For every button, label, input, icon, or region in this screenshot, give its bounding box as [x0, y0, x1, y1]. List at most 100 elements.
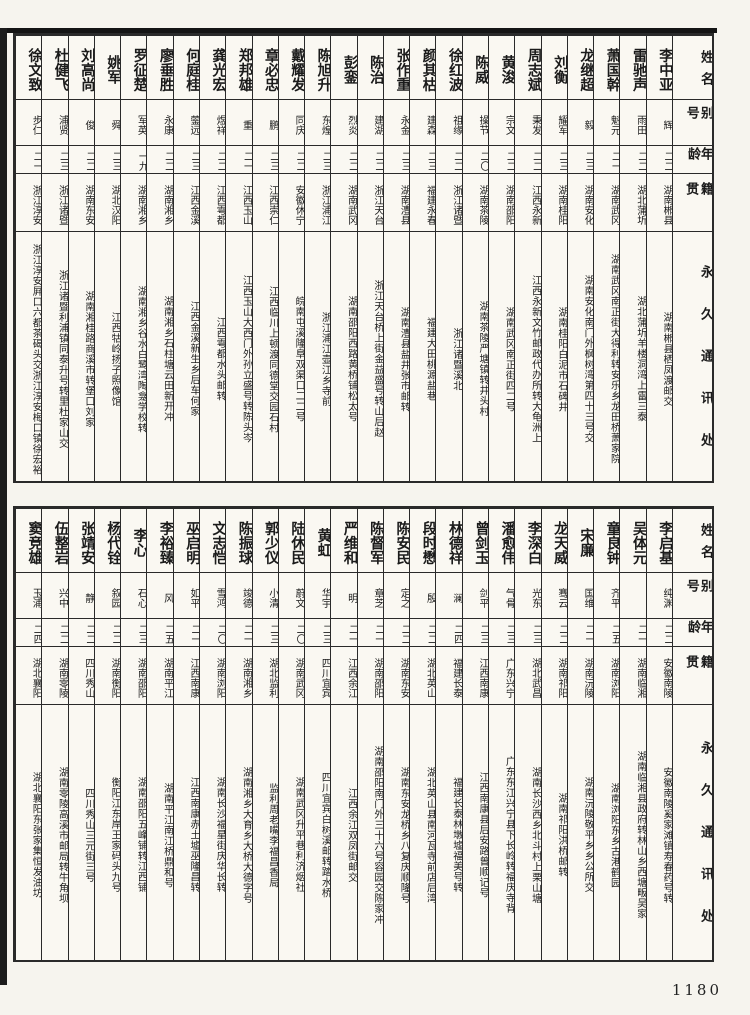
entry-age: 二二	[68, 146, 94, 174]
entry-address: 湖南湘乡石柱塘云田新开冲	[161, 296, 173, 422]
entry-age: 二三	[567, 146, 594, 174]
entry-native: 湖南浏阳	[199, 647, 226, 705]
entry-native: 四川宜宾	[305, 647, 331, 705]
entry-native: 湖北蒲圻	[620, 174, 646, 232]
entry-native: 安徽休宁	[278, 174, 305, 232]
entry-age: 二二	[383, 619, 410, 647]
entry-age: 一九	[121, 146, 147, 174]
entry-alias: 兴中	[42, 573, 68, 619]
entry-column: 陈威 操节 二〇 湖南茶陵 湖南茶陵严塘镇转井头村	[461, 36, 489, 481]
entry-name: 张作重	[383, 36, 410, 100]
entry-native: 湖南邵阳	[489, 174, 515, 232]
entry-name: 伍整岩	[42, 509, 68, 573]
entry-column: 黄虹 华宇 二三 四川宜宾 四川宜宾白树溪邮转踏水桥	[304, 509, 331, 960]
entry-address: 福建大田桃源盐巷	[424, 317, 436, 401]
entry-age: 二四	[436, 619, 462, 647]
entry-alias: 气骨	[489, 573, 515, 619]
entry-column: 徐文致 步仁 二一 浙江淳安 浙江淳安屛口六都茶碣头交浙江淳安梅口镇徐宏裕	[14, 36, 42, 481]
entry-address: 江西永新文竹邮政代办所转大龟洲上	[529, 275, 541, 443]
entry-column: 陈安民 定之 二二 湖南东安 湖南东安龙桥乡八复庆顺隆号	[382, 509, 410, 960]
entry-address: 浙江淳安屛口六都茶碣头交浙江淳安梅口镇徐宏裕	[30, 243, 42, 475]
entry-name: 窦竞雄	[15, 509, 42, 573]
entry-alias: 静	[68, 573, 94, 619]
entry-native: 浙江天台	[357, 174, 383, 232]
entry-age: 二一	[226, 146, 252, 174]
entry-alias: 鹏	[252, 100, 278, 146]
entry-age: 二三	[541, 146, 567, 174]
entry-age: 二二	[646, 146, 672, 174]
entry-native: 湖北英山	[410, 647, 436, 705]
entry-native: 湖南东安	[383, 647, 410, 705]
entry-column: 李中亚 辉 二二 湖南郴县 湖南郴县栖凤渡邮交	[645, 36, 672, 481]
entry-address: 江西雩都水头邮转	[214, 317, 226, 401]
entry-column: 刘高尚 俊 二二 湖南东安 湖南湘桂路商溪市转堡口刘家	[67, 36, 94, 481]
entry-age: 二二	[331, 146, 357, 174]
entry-alias: 国维	[567, 573, 594, 619]
entry-column: 吴体元 二一 湖南临湘 湖南临湘县政府转林山乡西塘畈吴家	[619, 509, 646, 960]
entry-age: 二二	[68, 619, 94, 647]
entry-age: 二〇	[278, 619, 305, 647]
entry-native: 江西余江	[331, 647, 357, 705]
page-number: 1180	[671, 981, 722, 999]
entry-column: 李裕臻 风 二五 湖南平江 湖南平江南江桥鼎和号	[146, 509, 173, 960]
entry-name: 文志恺	[199, 509, 226, 573]
entry-name: 徐文致	[15, 36, 42, 100]
entry-alias: 烈炎	[331, 100, 357, 146]
entry-alias: 浦贤	[42, 100, 68, 146]
entry-name: 陈督军	[357, 509, 383, 573]
entry-column: 颜其枯 建森 二三 福建永春 福建大田桃源盐巷	[409, 36, 436, 481]
entry-age: 二二	[147, 146, 173, 174]
entry-alias: 建森	[410, 100, 436, 146]
entry-name: 郑邦雄	[226, 36, 252, 100]
entry-name: 龙天威	[541, 509, 567, 573]
entry-native: 湖南湘乡	[121, 174, 147, 232]
entry-alias: 齐平	[594, 573, 620, 619]
entry-column: 宋廉 国维 二一 湖南沅陵 湖南沅陵敬平乡乡公所交	[566, 509, 594, 960]
entry-native: 江西玉山	[226, 174, 252, 232]
entry-alias: 雪鸿	[199, 573, 226, 619]
entry-name: 林德祥	[436, 509, 462, 573]
entry-native: 湖南湘乡	[226, 647, 252, 705]
entry-alias: 竣德	[226, 573, 252, 619]
entry-address: 江西金溪新生乡后车何家	[187, 301, 199, 417]
label-native: 籍贯	[673, 174, 712, 232]
entry-alias: 剑平	[462, 573, 489, 619]
entry-alias: 秉发	[515, 100, 541, 146]
entry-address: 湖南武冈南正街四二号	[503, 306, 515, 412]
entry-address: 四川宜宾白树溪邮转踏水桥	[319, 772, 331, 898]
entry-name: 陈旭升	[305, 36, 331, 100]
entry-column: 罗征楚 军英 一九 湖南湘乡 湖南湘乡谷水白鹭湾陶龛学校转	[120, 36, 147, 481]
entry-native: 湖南邵阳	[121, 647, 147, 705]
entry-address: 湖南邵阳五峰铺转江西铺	[135, 777, 147, 893]
entry-age: 二三	[252, 146, 278, 174]
entry-name: 陈治	[357, 36, 383, 100]
entry-native: 湖南平江	[147, 647, 173, 705]
entry-age: 二三	[94, 146, 121, 174]
entry-native: 湖北武昌	[515, 647, 541, 705]
entry-name: 童良钟	[594, 509, 620, 573]
entry-column: 郭少仪 小清 二三 湖北监利 监利周老嘴李福昌香局	[251, 509, 278, 960]
entry-column: 姚军 舜 二三 湖北汉阳 江西牯岭扬子照像馆	[93, 36, 121, 481]
entry-address: 湖南邵阳西路黄桥铺松太号	[345, 296, 357, 422]
entry-address: 湖南祁阳洪桥邮转	[555, 793, 567, 877]
entry-column: 巫启明 如平 二一 江西南康 江西南康赤土墟巫隆昌转	[172, 509, 199, 960]
entry-name: 吴体元	[620, 509, 646, 573]
entry-column: 童良钟 齐平 二五 湖南浏阳 湖南浏阳东乡古港鹤园	[593, 509, 620, 960]
entry-alias: 永康	[147, 100, 173, 146]
entry-column: 彭銮 烈炎 二二 湖南武冈 湖南邵阳西路黄桥铺松太号	[330, 36, 357, 481]
entry-alias: 叙园	[94, 573, 121, 619]
entry-native: 江西崇仁	[252, 174, 278, 232]
entry-age: 二四	[15, 619, 42, 647]
entry-native: 湖北监利	[252, 647, 278, 705]
entry-age: 二三	[305, 619, 331, 647]
entry-address: 安徽南陵奚家滩镇寿春药号转	[661, 766, 672, 904]
entry-address: 湖南长沙西乡北斗村上栗山塘	[529, 766, 541, 904]
entry-alias: 华宇	[305, 573, 331, 619]
entry-address: 湖北蒲圻羊楼洞湾上雷三泰	[634, 296, 646, 422]
entry-address: 湖南武冈南正街大得利转安乐乡龙田桥萧家院	[608, 254, 620, 464]
entry-native: 浙江浦江	[305, 174, 331, 232]
label-alias: 别号	[673, 100, 712, 146]
entry-name: 龚光宏	[199, 36, 226, 100]
entry-native: 福建长泰	[436, 647, 462, 705]
entry-alias: 重	[226, 100, 252, 146]
